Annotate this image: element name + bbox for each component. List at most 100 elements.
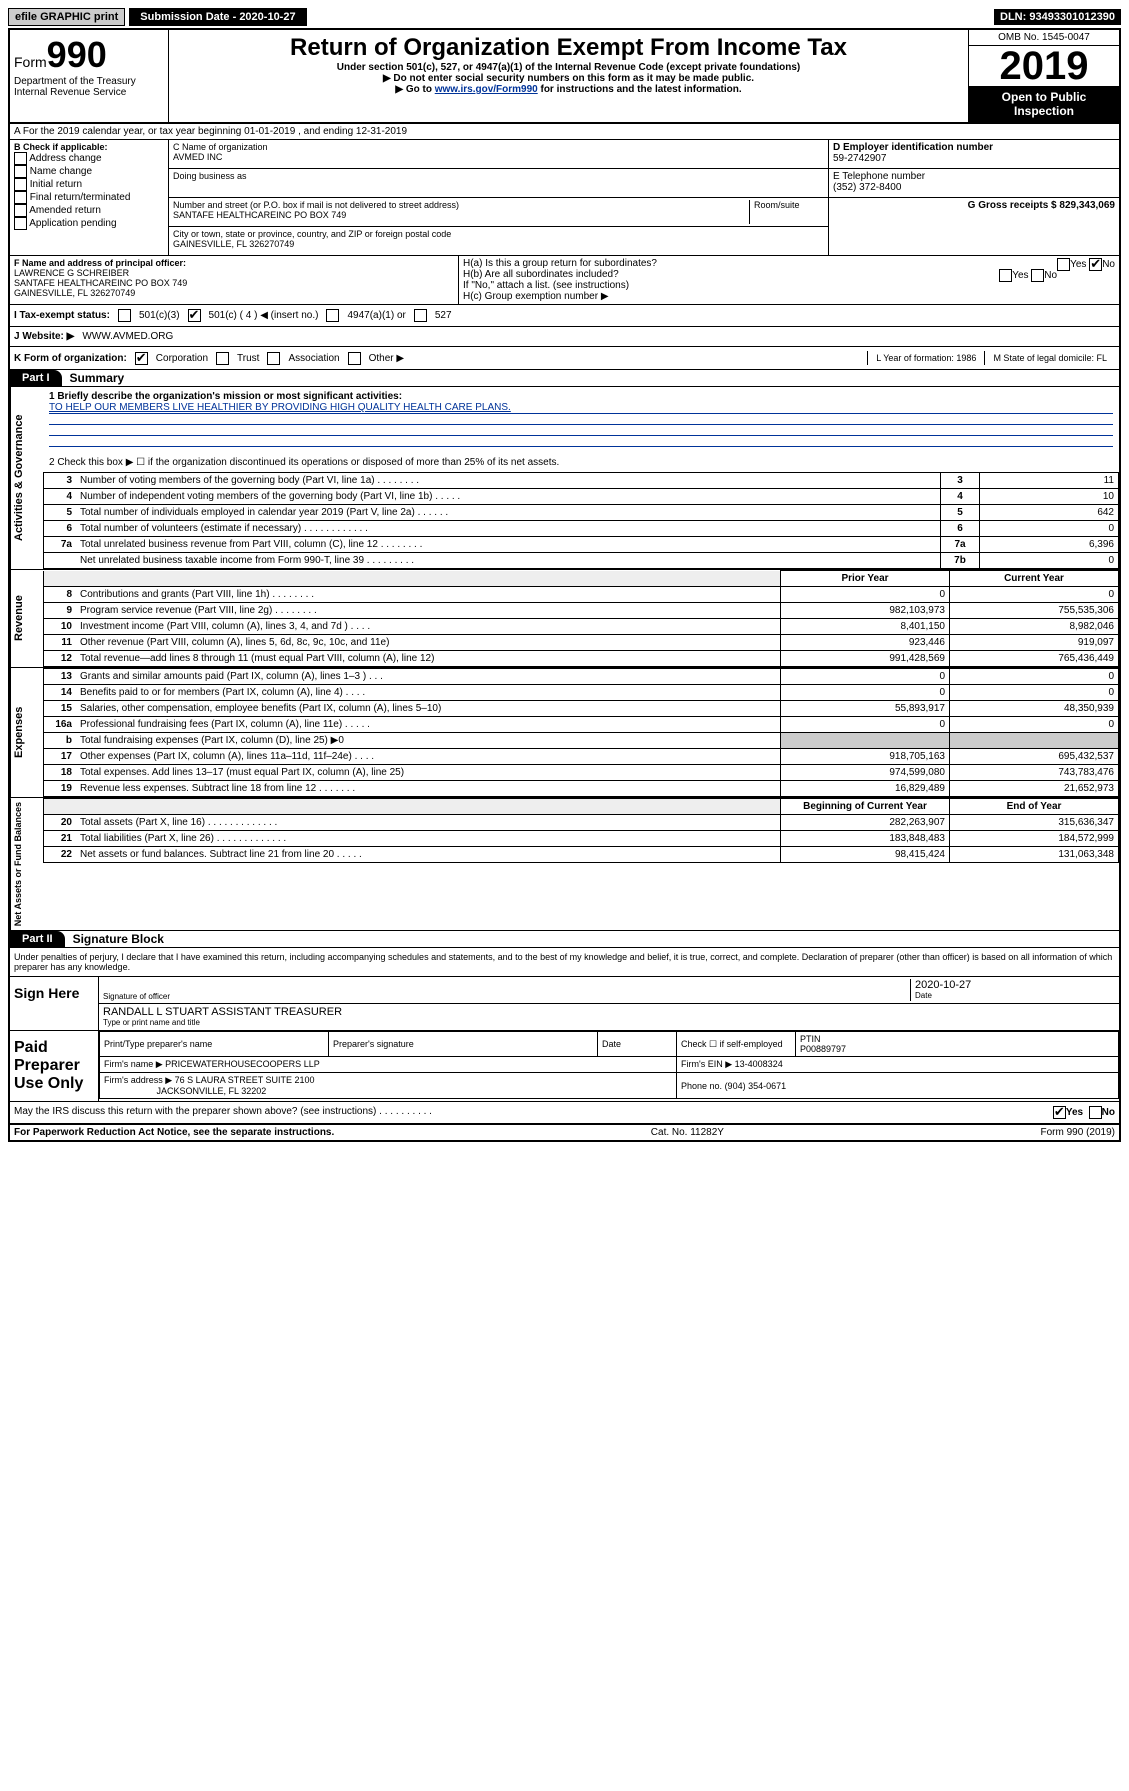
form-note2: ▶ Go to www.irs.gov/Form990 for instruct…: [173, 84, 964, 95]
opt-address-change[interactable]: Address change: [14, 152, 164, 165]
firm-ein: 13-4008324: [735, 1059, 783, 1069]
ptin-value: P00889797: [800, 1044, 1114, 1054]
discuss-text: May the IRS discuss this return with the…: [14, 1106, 432, 1119]
discuss-no-chk[interactable]: [1089, 1106, 1102, 1119]
form-container: Form990 Department of the Treasury Inter…: [8, 28, 1121, 1142]
opt-final-return[interactable]: Final return/terminated: [14, 191, 164, 204]
officer-label: F Name and address of principal officer:: [14, 258, 454, 268]
header-right: OMB No. 1545-0047 2019 Open to Public In…: [968, 30, 1119, 122]
lbl-4947: 4947(a)(1) or: [347, 310, 405, 321]
opt-amended[interactable]: Amended return: [14, 204, 164, 217]
inspection-label: Open to Public Inspection: [969, 86, 1119, 122]
vert-expenses: Expenses: [10, 668, 43, 797]
website-value: WWW.AVMED.ORG: [82, 331, 173, 342]
firm-addr-label: Firm's address ▶: [104, 1075, 172, 1085]
row-a: A For the 2019 calendar year, or tax yea…: [10, 124, 1119, 140]
hb-no[interactable]: No: [1044, 270, 1057, 281]
vert-netassets: Net Assets or Fund Balances: [10, 798, 43, 930]
chk-other[interactable]: [348, 352, 361, 365]
vert-governance: Activities & Governance: [10, 387, 43, 569]
section-f: F Name and address of principal officer:…: [10, 256, 459, 304]
top-toolbar: efile GRAPHIC print Submission Date - 20…: [8, 8, 1121, 26]
opt-pending[interactable]: Application pending: [14, 217, 164, 230]
hb-yes[interactable]: Yes: [1012, 270, 1028, 281]
firm-ein-label: Firm's EIN ▶: [681, 1059, 732, 1069]
officer-addr1: SANTAFE HEALTHCAREINC PO BOX 749: [14, 278, 454, 288]
opt-name-change[interactable]: Name change: [14, 165, 164, 178]
gross-label: G Gross receipts $ 829,343,069: [833, 200, 1115, 211]
form-id-cell: Form990 Department of the Treasury Inter…: [10, 30, 169, 122]
expenses-table: 13Grants and similar amounts paid (Part …: [43, 668, 1119, 797]
year-formation: L Year of formation: 1986: [867, 351, 984, 365]
org-name-label: C Name of organization: [173, 142, 824, 152]
firm-name-label: Firm's name ▶: [104, 1059, 163, 1069]
dba-label: Doing business as: [173, 171, 824, 181]
discuss-row: May the IRS discuss this return with the…: [10, 1101, 1119, 1123]
firm-phone-label: Phone no.: [681, 1081, 722, 1091]
part2-header: Part II Signature Block: [10, 931, 1119, 948]
ha-label: H(a) Is this a group return for subordin…: [463, 258, 657, 269]
form-prefix: Form: [14, 54, 47, 70]
paid-prep-label: Paid Preparer Use Only: [10, 1031, 98, 1101]
footer-mid: Cat. No. 11282Y: [651, 1127, 724, 1138]
firm-addr1: 76 S LAURA STREET SUITE 2100: [175, 1075, 315, 1085]
discuss-yes-chk[interactable]: [1053, 1106, 1066, 1119]
chk-assoc[interactable]: [267, 352, 280, 365]
mission-text: TO HELP OUR MEMBERS LIVE HEALTHIER BY PR…: [49, 402, 1113, 414]
form-subtitle: Under section 501(c), 527, or 4947(a)(1)…: [173, 62, 964, 73]
lbl-corp: Corporation: [156, 353, 208, 364]
chk-501c3[interactable]: [118, 309, 131, 322]
discuss-yes: Yes: [1066, 1107, 1083, 1118]
phone-value: (352) 372-8400: [833, 182, 1115, 193]
chk-527[interactable]: [414, 309, 427, 322]
addr-label: Number and street (or P.O. box if mail i…: [173, 200, 749, 210]
city-label: City or town, state or province, country…: [173, 229, 824, 239]
lbl-527: 527: [435, 310, 452, 321]
opt-initial-return[interactable]: Initial return: [14, 178, 164, 191]
ha-yes[interactable]: Yes: [1070, 259, 1086, 270]
k-row: K Form of organization: Corporation Trus…: [10, 347, 1119, 370]
note2-suffix: for instructions and the latest informat…: [538, 84, 742, 95]
officer-addr2: GAINESVILLE, FL 326270749: [14, 288, 454, 298]
dln-label: DLN: 93493301012390: [994, 9, 1121, 25]
chk-4947[interactable]: [326, 309, 339, 322]
prep-date-hdr: Date: [598, 1032, 677, 1057]
form-title: Return of Organization Exempt From Incom…: [173, 34, 964, 62]
chk-trust[interactable]: [216, 352, 229, 365]
state-domicile: M State of legal domicile: FL: [984, 351, 1115, 365]
org-name: AVMED INC: [173, 152, 824, 162]
lbl-501c3: 501(c)(3): [139, 310, 180, 321]
submission-button[interactable]: Submission Date - 2020-10-27: [129, 8, 306, 26]
addr-value: SANTAFE HEALTHCAREINC PO BOX 749: [173, 210, 749, 220]
col-d: D Employer identification number 59-2742…: [829, 140, 1119, 255]
chk-corp[interactable]: [135, 352, 148, 365]
tax-label: I Tax-exempt status:: [14, 310, 110, 321]
prep-check[interactable]: Check ☐ if self-employed: [677, 1032, 796, 1057]
lbl-trust: Trust: [237, 353, 259, 364]
sig-officer-label: Signature of officer: [103, 992, 910, 1001]
dept-label: Department of the Treasury: [14, 76, 164, 87]
col-b: B Check if applicable: Address change Na…: [10, 140, 169, 255]
ein-label: D Employer identification number: [833, 142, 1115, 153]
part1-tab: Part I: [10, 370, 62, 386]
ha-no[interactable]: No: [1102, 259, 1115, 270]
prep-sig-hdr: Preparer's signature: [329, 1032, 598, 1057]
discuss-no: No: [1102, 1107, 1115, 1118]
line1-label: 1 Briefly describe the organization's mi…: [49, 391, 1113, 402]
sig-name: RANDALL L STUART ASSISTANT TREASURER: [103, 1006, 1115, 1018]
chk-501c[interactable]: [188, 309, 201, 322]
irs-link[interactable]: www.irs.gov/Form990: [435, 84, 538, 95]
room-label: Room/suite: [749, 200, 824, 224]
lbl-other: Other ▶: [369, 353, 404, 364]
prep-name-hdr: Print/Type preparer's name: [100, 1032, 329, 1057]
sig-name-label: Type or print name and title: [103, 1018, 1115, 1027]
hc-label: H(c) Group exemption number ▶: [463, 291, 1115, 302]
ein-value: 59-2742907: [833, 153, 1115, 164]
revenue-table: Prior YearCurrent Year8Contributions and…: [43, 570, 1119, 667]
paid-table: Print/Type preparer's name Preparer's si…: [99, 1031, 1119, 1099]
k-label: K Form of organization:: [14, 353, 127, 364]
part1-title: Summary: [62, 371, 125, 385]
section-h: H(a) Is this a group return for subordin…: [459, 256, 1119, 304]
governance-table: 3Number of voting members of the governi…: [43, 472, 1119, 569]
efile-button[interactable]: efile GRAPHIC print: [8, 8, 125, 26]
